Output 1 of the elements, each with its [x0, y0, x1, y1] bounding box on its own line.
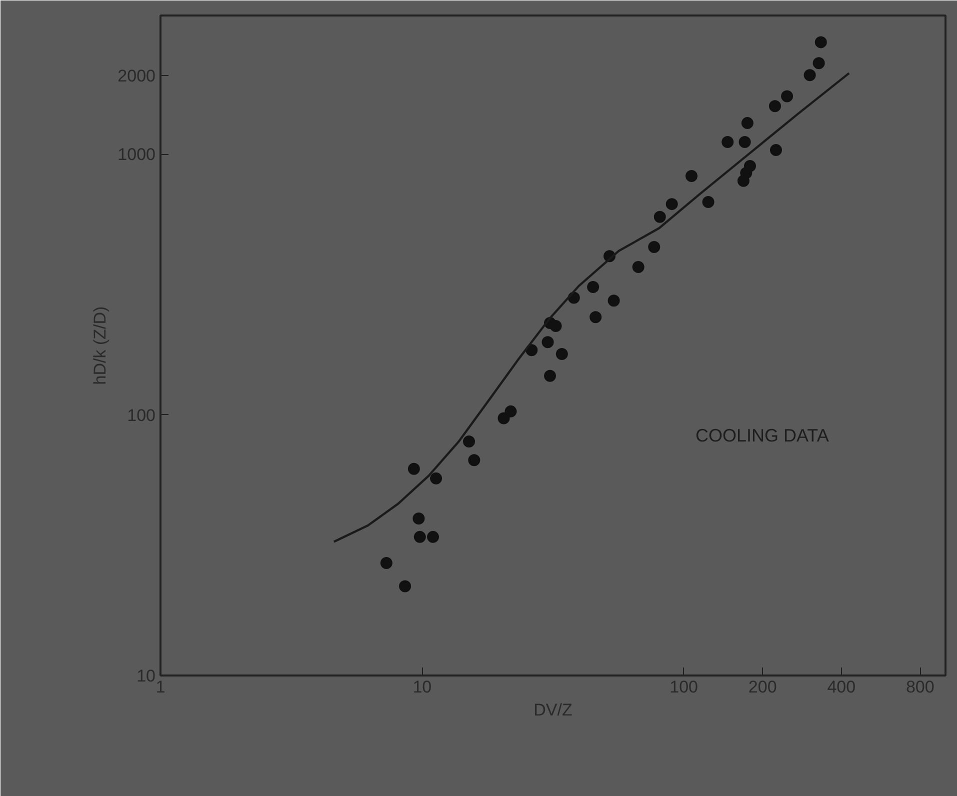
annotation: COOLING DATA: [696, 426, 829, 446]
